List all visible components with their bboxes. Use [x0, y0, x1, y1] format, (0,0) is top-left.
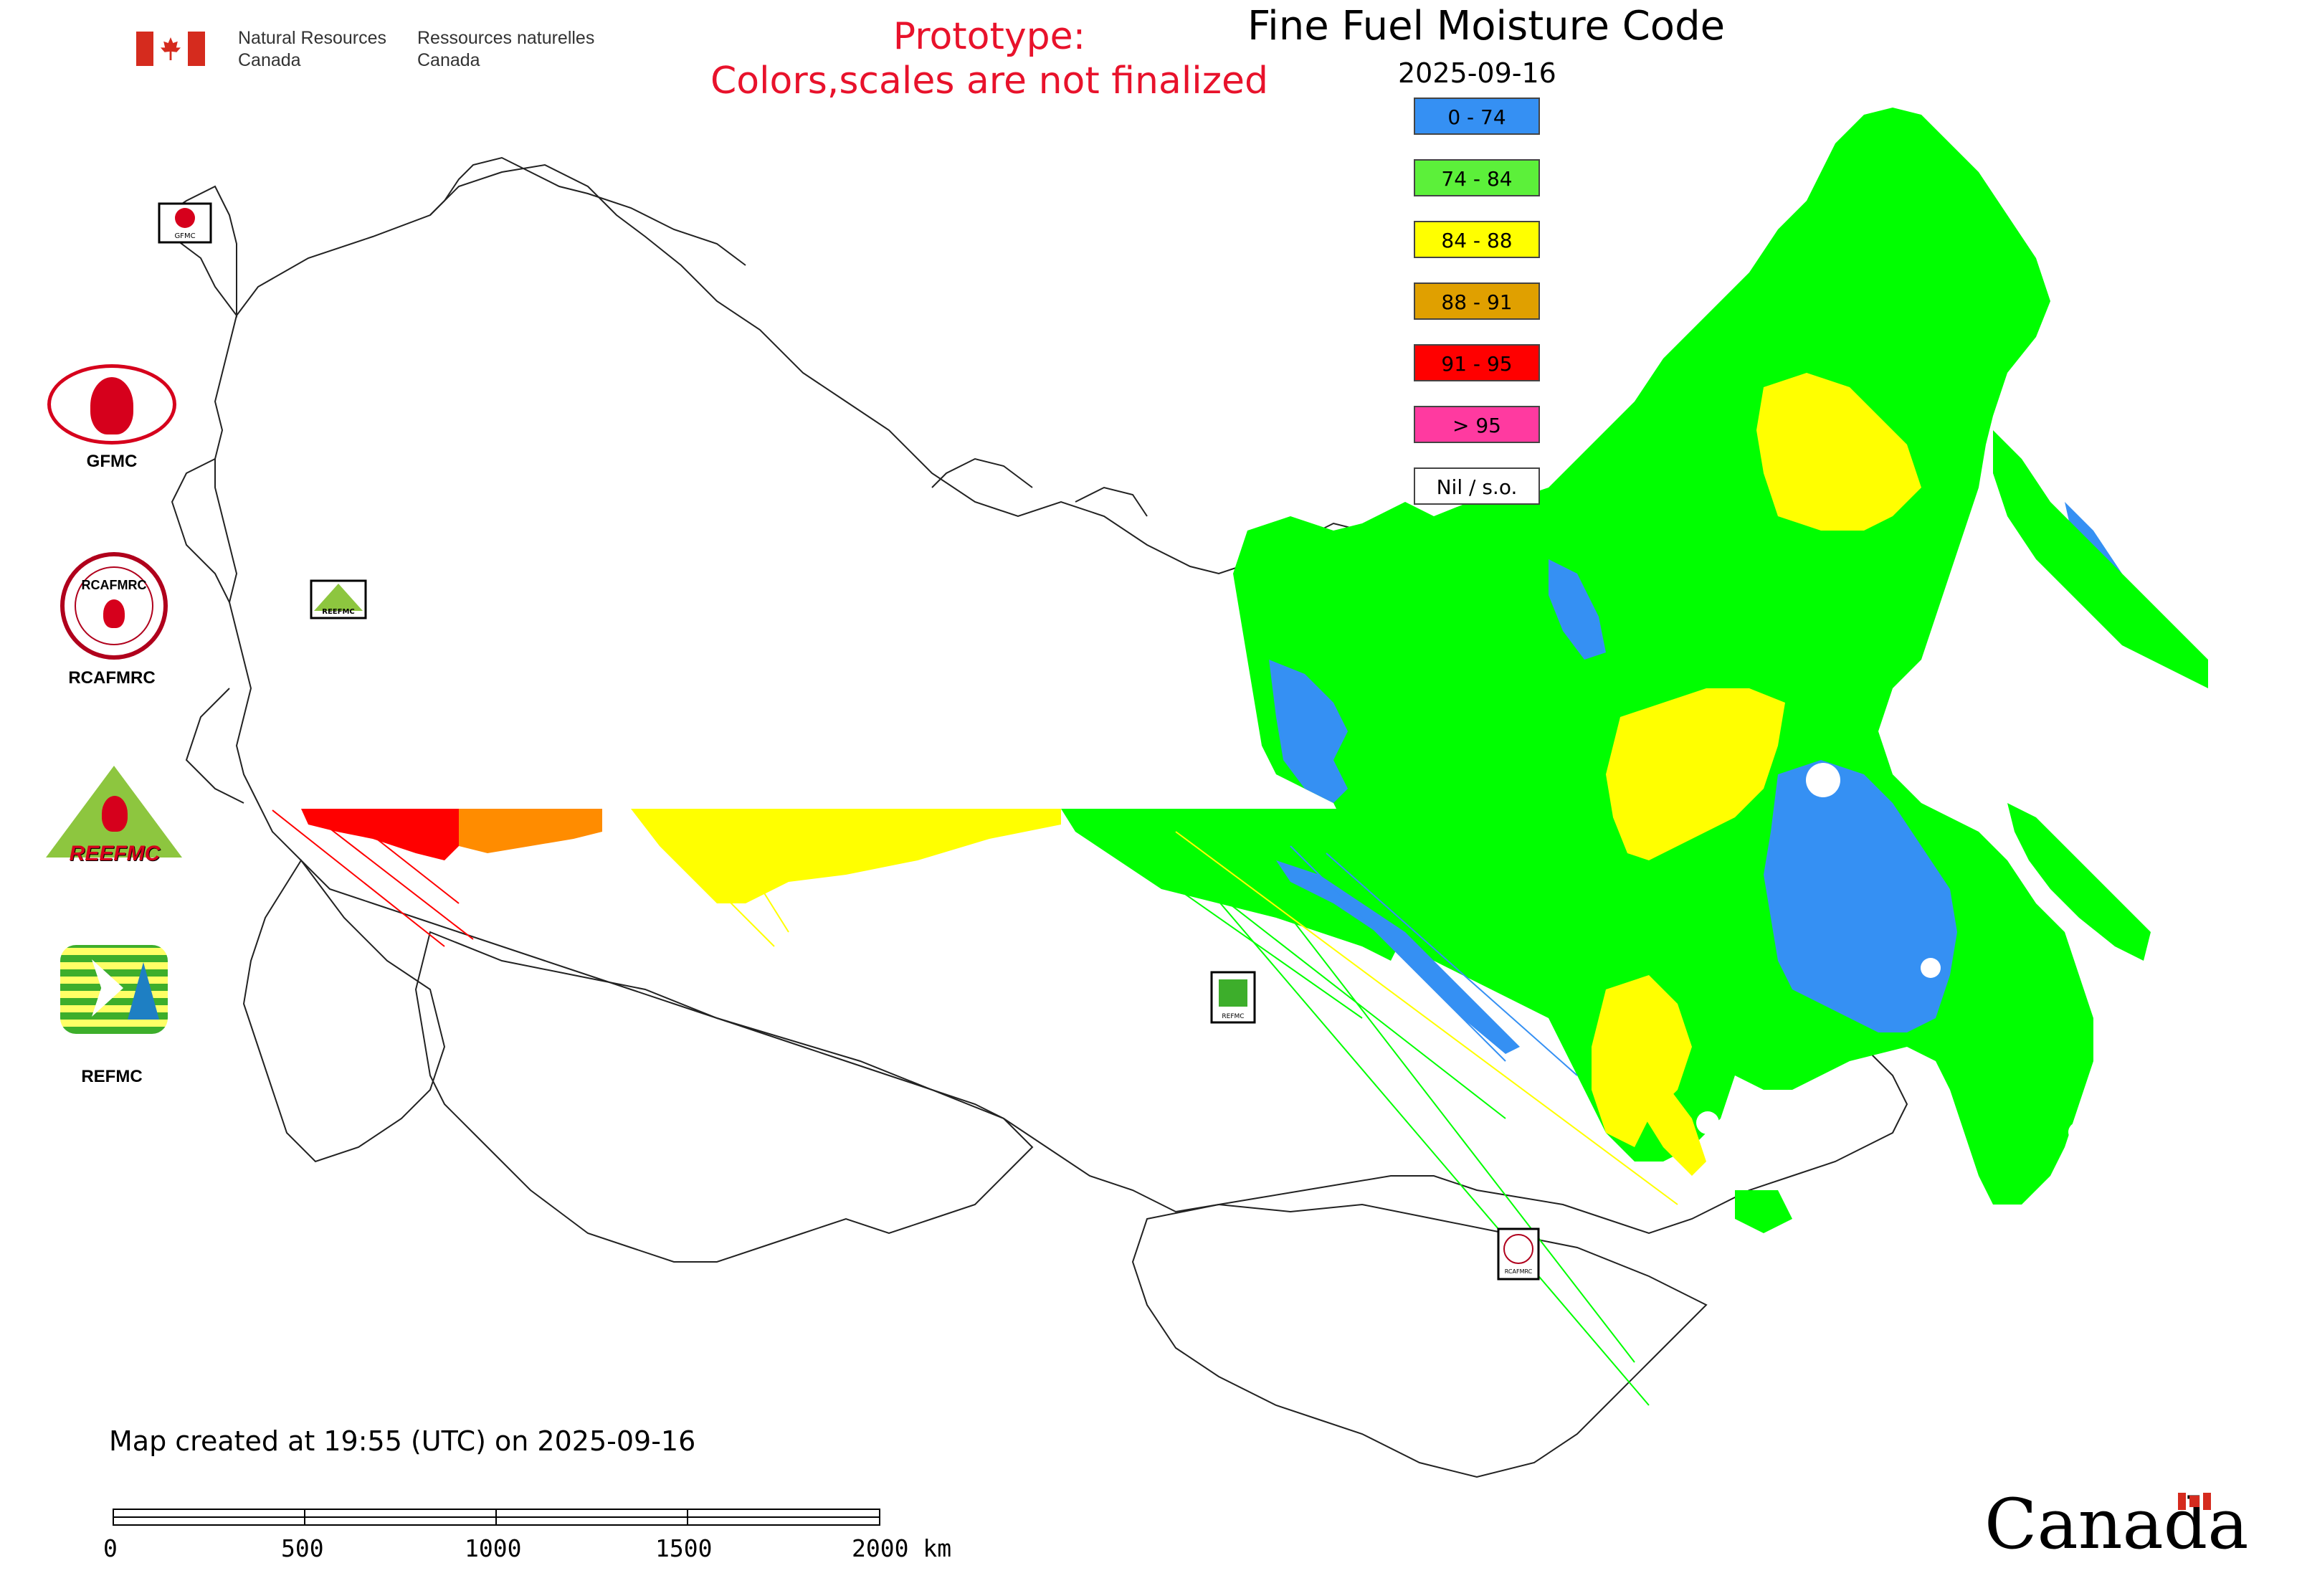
streak-green-4 — [1218, 824, 1635, 1363]
gov-name-english: Natural Resources Canada — [238, 27, 386, 72]
rcafmrc-flame-icon — [103, 599, 125, 628]
map-marker-rcafmrc: RCAFMRC — [1497, 1227, 1540, 1281]
streak-green-1 — [1075, 817, 1363, 1019]
legend-item-91-95: 91 - 95 — [1414, 344, 1540, 381]
wordmark-flag-left — [2178, 1493, 2186, 1510]
canada-wordmark: Canada — [1984, 1484, 2248, 1570]
kazakhstan-outline — [414, 931, 1034, 1263]
map-marker-rcafmrc-seal-icon — [1503, 1234, 1533, 1264]
wordmark-flag-right — [2203, 1493, 2211, 1510]
gfmc-globe-icon — [47, 364, 176, 445]
gov-name-english-line2: Canada — [238, 50, 301, 70]
prototype-notice-line2: Colors,scales are not finalized — [710, 60, 1269, 103]
map-marker-gfmc: GFMC — [158, 202, 212, 244]
gfmc-label: GFMC — [86, 452, 138, 471]
ffmc-zone-0-74-northwest — [1269, 660, 1348, 803]
nil-spot-2 — [1696, 1111, 1719, 1134]
streak-red-1 — [272, 809, 445, 947]
ffmc-zone-91-95-band — [301, 809, 459, 860]
legend-item-0-74: 0 - 74 — [1414, 98, 1540, 135]
map-marker-rcafmrc-label: RCAFMRC — [1505, 1268, 1533, 1275]
ffmc-streaks — [272, 809, 1678, 1406]
prototype-notice-line1: Prototype: — [893, 15, 1086, 58]
streak-blue-2 — [1326, 852, 1578, 1076]
streak-blue-1 — [1290, 845, 1506, 1062]
map-date: 2025-09-16 — [1398, 57, 1556, 89]
streak-yellow-1 — [645, 817, 775, 947]
nil-spot-4 — [1921, 958, 1941, 978]
streak-red-2 — [315, 817, 474, 940]
legend-item-nil: Nil / s.o. — [1414, 467, 1540, 505]
prototype-notice: Prototype: Colors,scales are not finaliz… — [667, 14, 1312, 103]
gov-name-french: Ressources naturelles Canada — [417, 27, 594, 72]
map-marker-refmc-label: REFMC — [1222, 1013, 1244, 1020]
map-marker-reefmc-label: REEFMC — [322, 608, 354, 616]
central-asia-outline — [242, 859, 446, 1163]
ffmc-zone-0-74-diag — [1276, 860, 1520, 1054]
europe-outline — [163, 185, 244, 804]
map-title: Fine Fuel Moisture Code — [1247, 3, 1726, 49]
refmc-label: REFMC — [81, 1067, 143, 1086]
scale-label-500: 500 — [281, 1534, 324, 1562]
map-marker-gfmc-label: GFMC — [174, 232, 195, 240]
scale-label-0: 0 — [103, 1534, 118, 1562]
canada-flag-icon — [136, 32, 205, 66]
streak-yellow-2 — [716, 817, 789, 933]
mongolia-outline — [1131, 1203, 1708, 1478]
map-marker-reefmc-triangle-icon — [314, 584, 363, 611]
gfmc-logo: GFMC — [40, 364, 184, 472]
flag-left-bar — [136, 32, 153, 66]
reefmc-logo: REEFMC — [36, 766, 194, 873]
ffmc-zone-0-74-east — [1764, 760, 1957, 1032]
ffmc-zone-84-88-band — [631, 809, 1061, 903]
rcafmrc-seal-text: RCAFMRC — [81, 578, 147, 592]
nil-spot-1 — [1806, 763, 1840, 797]
scale-bar — [113, 1509, 880, 1526]
legend-item-74-84: 74 - 84 — [1414, 159, 1540, 196]
scale-label-2000: 2000 km — [852, 1534, 952, 1562]
ffmc-zone-orange-band — [459, 809, 602, 853]
rcafmrc-seal-inner — [75, 566, 153, 645]
government-signature: Natural Resources Canada Ressources natu… — [136, 27, 602, 77]
gov-name-english-line1: Natural Resources — [238, 28, 387, 48]
legend-item-84-88: 84 - 88 — [1414, 221, 1540, 258]
scale-label-1000: 1000 — [465, 1534, 522, 1562]
arctic-coast — [429, 156, 1148, 517]
gfmc-flame-icon — [90, 377, 133, 434]
gov-name-french-line2: Canada — [417, 50, 480, 70]
scale-label-1500: 1500 — [655, 1534, 713, 1562]
ffmc-zone-74-84-band — [1061, 809, 1405, 961]
legend-item-over-95: > 95 — [1414, 406, 1540, 443]
wordmark-flag-leaf — [2189, 1496, 2199, 1507]
reefmc-flame-icon — [102, 796, 128, 832]
legend-item-88-91: 88 - 91 — [1414, 282, 1540, 320]
ffmc-zone-74-84-sakhalin — [1735, 1190, 1792, 1233]
streak-green-3 — [1146, 817, 1650, 1406]
ffmc-zone-84-88-diag — [1613, 1040, 1706, 1176]
map-marker-refmc: REFMC — [1210, 971, 1256, 1024]
ffmc-zone-84-88-center — [1606, 688, 1785, 860]
nil-spot-3 — [2068, 1122, 2088, 1142]
reefmc-wordmark: REEFMC — [69, 842, 161, 865]
rcafmrc-logo: RCAFMRC RCAFMRC — [40, 552, 184, 695]
refmc-logo: REFMC — [40, 945, 184, 1088]
map-marker-gfmc-flame-icon — [175, 208, 195, 228]
ffmc-zone-74-84-island — [2007, 803, 2151, 961]
ffmc-zone-0-74-river — [1549, 559, 1606, 660]
gov-name-french-line1: Ressources naturelles — [417, 28, 595, 48]
map-marker-reefmc: REEFMC — [310, 579, 367, 619]
ffmc-zone-84-88-north — [1756, 373, 1921, 531]
flag-right-bar — [188, 32, 205, 66]
streak-yellow-3 — [1175, 831, 1678, 1205]
ffmc-zone-74-84-kamchatka — [1993, 430, 2208, 688]
streak-red-3 — [358, 824, 460, 904]
canada-wordmark-flag-icon — [2178, 1493, 2211, 1510]
streak-green-2 — [1118, 817, 1506, 1119]
maple-leaf-icon — [161, 37, 181, 60]
map-created-timestamp: Map created at 19:55 (UTC) on 2025-09-16 — [109, 1425, 696, 1457]
map-marker-refmc-icon — [1219, 979, 1247, 1007]
rcafmrc-label: RCAFMRC — [68, 668, 156, 688]
ffmc-raster — [272, 108, 2208, 1406]
